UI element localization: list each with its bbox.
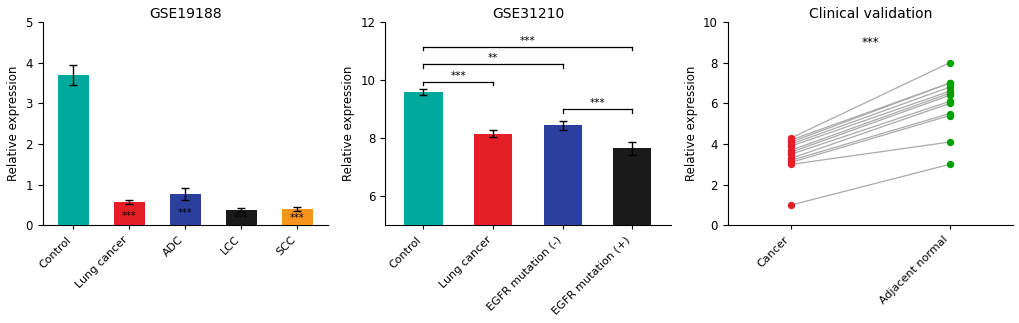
Text: ***: *** (289, 213, 305, 223)
Text: ***: *** (861, 36, 878, 48)
Point (941, 85, 957, 90)
Bar (58, 75, 89, 225)
Point (783, 151, 799, 157)
Text: ***: *** (450, 71, 466, 81)
Point (941, 60, 957, 65)
Point (783, 162, 799, 167)
Y-axis label: Relative expression: Relative expression (7, 66, 20, 182)
Point (783, 137, 799, 142)
Point (941, 140, 957, 145)
Bar (404, 92, 442, 225)
Text: ***: *** (589, 98, 604, 108)
Bar (543, 125, 581, 225)
Point (941, 91, 957, 96)
Point (783, 156, 799, 161)
Point (783, 150, 799, 155)
Point (941, 111, 957, 116)
Point (783, 160, 799, 165)
Title: GSE19188: GSE19188 (149, 7, 221, 21)
Title: GSE31210: GSE31210 (491, 7, 564, 21)
Point (941, 89, 957, 94)
Point (941, 113, 957, 118)
Point (783, 158, 799, 163)
Point (941, 162, 957, 167)
Point (941, 101, 957, 106)
Bar (114, 202, 145, 225)
Point (941, 80, 957, 86)
Point (783, 140, 799, 145)
Text: ***: *** (122, 211, 137, 221)
Text: ***: *** (233, 214, 249, 224)
Text: ***: *** (178, 208, 193, 218)
Bar (226, 210, 257, 225)
Point (783, 141, 799, 147)
Point (941, 80, 957, 86)
Bar (612, 148, 651, 225)
Text: **: ** (487, 53, 498, 63)
Point (783, 135, 799, 141)
Text: ***: *** (520, 36, 535, 46)
Point (941, 93, 957, 98)
Bar (474, 134, 512, 225)
Point (783, 203, 799, 208)
Bar (281, 209, 313, 225)
Title: Clinical validation: Clinical validation (808, 7, 931, 21)
Point (941, 99, 957, 104)
Bar (170, 194, 201, 225)
Point (783, 148, 799, 153)
Y-axis label: Relative expression: Relative expression (684, 66, 697, 182)
Y-axis label: Relative expression: Relative expression (341, 66, 355, 182)
Point (783, 143, 799, 149)
